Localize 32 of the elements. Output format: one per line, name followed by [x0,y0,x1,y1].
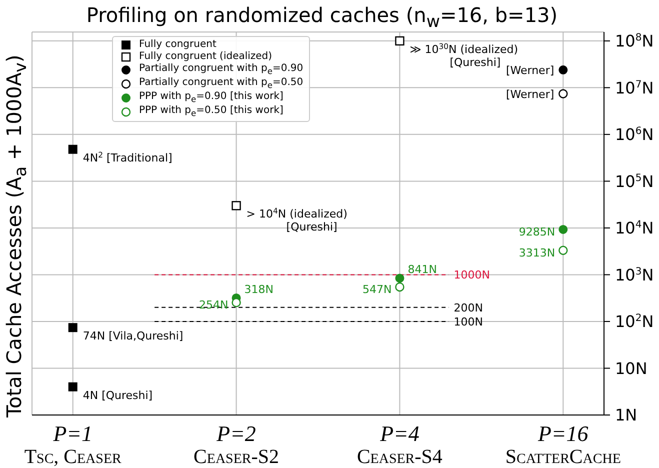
ref-line-label: 1000N [454,268,490,282]
y-tick-label: 10$^{4}$N [615,218,654,238]
data-label: 9285N [518,225,556,238]
y-tick-label: 10$^{2}$N [615,312,654,332]
y-tick-label: 10$^{7}$N [615,78,654,98]
data-label: 318N [244,282,274,296]
legend-label: Fully congruent (idealized) [139,51,272,63]
annotation: [Werner] [506,88,554,101]
chart-title: Profiling on randomized caches (n$_{w}$=16, b=13) [85,3,559,31]
annotation: 4N [Qureshi] [82,388,153,402]
x-tick-label: P=1 Tsc, Ceaser [24,421,122,468]
legend-label: PPP with p$_{e}$=0.90 [this work] [139,91,284,105]
legend-label: Partially congruent with p$_{e}$=0.50 [139,77,304,91]
x-tick-label: P=4 Ceaser-S4 [356,421,442,468]
y-tick-label: 10$^{3}$N [615,265,654,284]
data-label: 3313N [518,246,556,260]
legend-label: Fully congruent [139,39,216,51]
legend-label: PPP with p$_{e}$=0.50 [this work] [139,105,284,119]
data-label: 841N [408,263,437,276]
annotation: > 10$^{4}$N (idealized) [Qureshi] [246,206,348,234]
annotation: 4N$^{2}$ [Traditional] [82,150,172,164]
legend-label: Partially congruent with p$_{e}$=0.90 [139,63,304,77]
data-label: 547N [362,282,392,296]
x-tick-label: P=2 Ceaser-S2 [194,421,280,468]
y-tick-label: 10N [615,358,648,378]
ref-line-label: 200N [454,301,483,314]
annotation: 74N [Vila,Qureshi] [82,330,184,343]
y-tick-label: 10$^{6}$N [615,125,654,144]
data-label: 254N [199,298,228,312]
ref-line-label: 100N [454,315,483,328]
y-tick-label: 10$^{5}$N [615,172,654,191]
y-tick-label: 10$^{8}$N [615,32,654,50]
